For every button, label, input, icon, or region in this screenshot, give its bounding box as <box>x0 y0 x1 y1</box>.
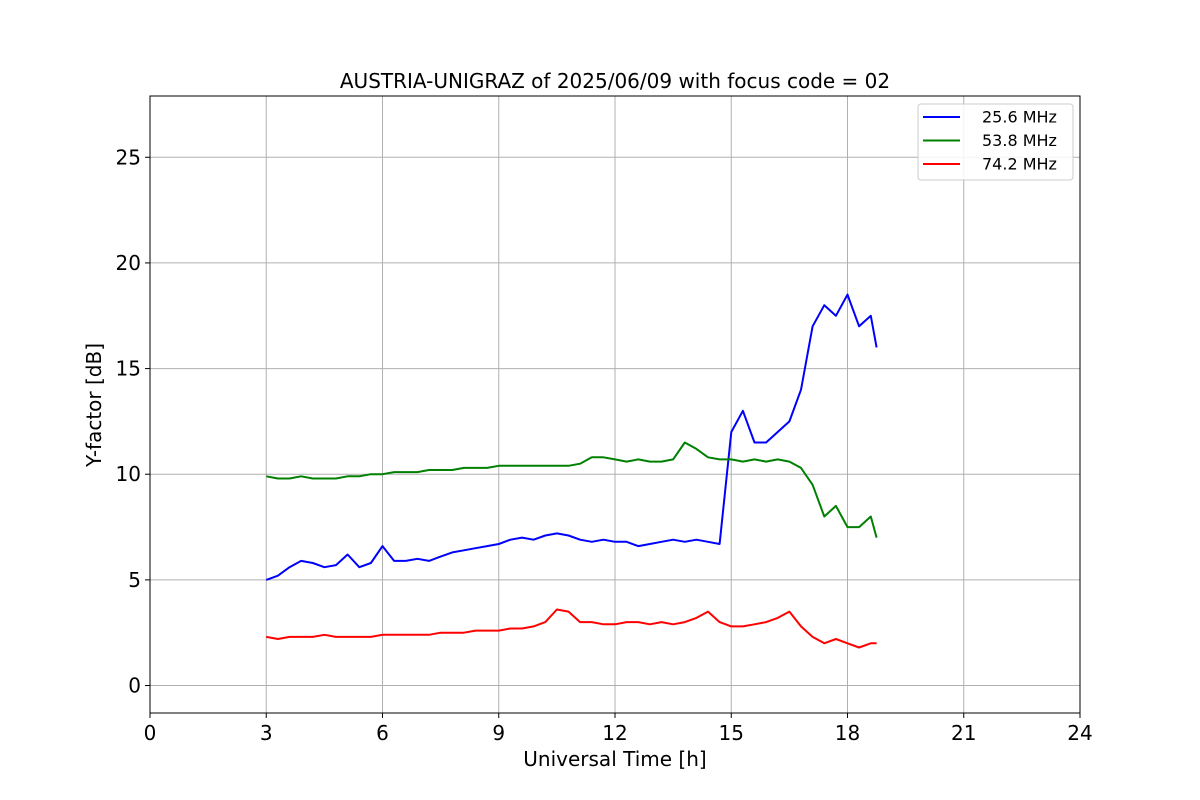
x-tick-label: 24 <box>1067 721 1092 745</box>
series-line-25-6-mhz <box>265 293 878 581</box>
y-axis-label: Y-factor [dB] <box>82 343 106 468</box>
x-tick-label: 6 <box>376 721 389 745</box>
y-tick-label: 5 <box>128 568 141 592</box>
grid-layer <box>150 96 1080 713</box>
series-line-74-2-mhz <box>266 608 877 649</box>
x-tick-label: 0 <box>144 721 157 745</box>
legend-label-53-8-mhz: 53.8 MHz <box>982 131 1057 150</box>
series-line-53-8-mhz <box>266 441 878 538</box>
series-layer <box>265 293 878 649</box>
legend-label-74-2-mhz: 74.2 MHz <box>982 155 1057 174</box>
x-axis-label: Universal Time [h] <box>523 747 706 771</box>
chart-title: AUSTRIA-UNIGRAZ of 2025/06/09 with focus… <box>340 69 890 93</box>
y-tick-label: 0 <box>128 674 141 698</box>
legend-label-25-6-mhz: 25.6 MHz <box>982 108 1057 127</box>
x-tick-label: 12 <box>602 721 627 745</box>
y-tick-label: 10 <box>116 462 141 486</box>
x-tick-label: 18 <box>835 721 860 745</box>
y-axis: 0 5 10 15 20 25 <box>116 145 150 698</box>
x-axis: 0 3 6 9 12 15 18 21 24 <box>144 713 1093 745</box>
x-tick-label: 15 <box>719 721 744 745</box>
y-tick-label: 20 <box>116 251 141 275</box>
legend: 25.6 MHz 53.8 MHz 74.2 MHz <box>917 103 1074 181</box>
legend-box <box>917 103 1074 181</box>
y-tick-label: 15 <box>116 357 141 381</box>
x-tick-label: 9 <box>492 721 505 745</box>
y-tick-label: 25 <box>116 145 141 169</box>
x-tick-label: 3 <box>260 721 273 745</box>
x-tick-label: 21 <box>951 721 976 745</box>
